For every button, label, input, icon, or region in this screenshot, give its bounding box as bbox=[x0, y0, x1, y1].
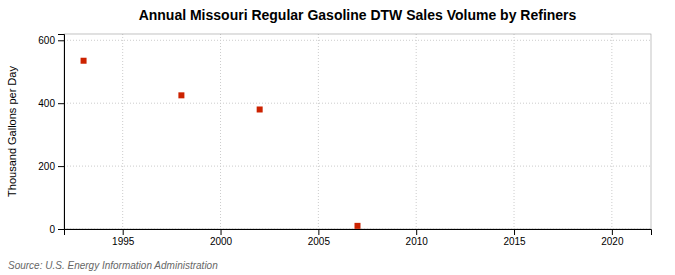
x-tick-mark bbox=[221, 229, 222, 235]
x-tick-mark bbox=[416, 229, 417, 235]
plot-frame bbox=[64, 34, 651, 229]
y-axis: 0 200 400 600 bbox=[38, 35, 64, 235]
title: Annual Missouri Regular Gasoline DTW Sal… bbox=[139, 7, 577, 23]
plot: 1995 2000 2005 2010 2015 2020 0 200 400 600 bbox=[38, 34, 651, 247]
grid-line-x bbox=[514, 34, 515, 229]
x-tick: 1995 bbox=[112, 229, 135, 247]
x-tick-label: 2015 bbox=[503, 236, 526, 247]
x-tick-label: 2000 bbox=[210, 236, 233, 247]
grid-line-x bbox=[220, 34, 221, 229]
point bbox=[257, 106, 263, 112]
points bbox=[81, 58, 361, 229]
y-tick-label: 200 bbox=[38, 161, 55, 172]
x-tick-mark bbox=[514, 229, 515, 235]
x-tick-label: 2020 bbox=[601, 236, 624, 247]
grid bbox=[64, 34, 651, 229]
x-axis: 1995 2000 2005 2010 2015 2020 bbox=[65, 229, 652, 247]
y-tick: 0 bbox=[49, 224, 64, 235]
y-tick-label: 600 bbox=[38, 35, 55, 46]
x-tick-label: 2005 bbox=[308, 236, 331, 247]
point bbox=[355, 223, 361, 229]
y-tick-mark bbox=[58, 166, 64, 167]
x-tick-mark bbox=[123, 229, 124, 235]
y-tick-label: 400 bbox=[38, 98, 55, 109]
y-tick-label: 0 bbox=[49, 224, 55, 235]
x-axis-line bbox=[65, 230, 652, 236]
x-tick-mark bbox=[318, 229, 319, 235]
chart: 1995 2000 2005 2010 2015 2020 0 200 400 600 Annual… bbox=[0, 0, 675, 275]
grid-line-y bbox=[64, 103, 651, 104]
x-tick-label: 2010 bbox=[406, 236, 429, 247]
y-tick: 400 bbox=[38, 98, 64, 109]
y-axis-label: Thousand Gallons per Day bbox=[6, 66, 18, 197]
source-note: Source: U.S. Energy Information Administ… bbox=[8, 260, 218, 271]
y-tick-mark bbox=[58, 103, 64, 104]
point bbox=[81, 58, 87, 64]
grid-line-x bbox=[416, 34, 417, 229]
x-tick-mark bbox=[612, 229, 613, 235]
grid-line-x bbox=[611, 34, 612, 229]
x-tick: 2010 bbox=[406, 229, 429, 247]
grid-line-x bbox=[318, 34, 319, 229]
y-axis-line bbox=[58, 35, 65, 230]
x-tick: 2020 bbox=[601, 229, 624, 247]
x-tick: 2005 bbox=[308, 229, 331, 247]
x-tick: 2000 bbox=[210, 229, 233, 247]
grid-line-y bbox=[64, 166, 651, 167]
y-tick-mark bbox=[58, 229, 64, 230]
x-tick: 2015 bbox=[503, 229, 526, 247]
y-tick: 200 bbox=[38, 161, 64, 172]
grid-line-y bbox=[64, 40, 651, 41]
y-tick-mark bbox=[58, 40, 64, 41]
grid-line-x bbox=[122, 34, 123, 229]
x-tick-label: 1995 bbox=[112, 236, 135, 247]
point bbox=[178, 92, 184, 98]
chart-container: 1995 2000 2005 2010 2015 2020 0 200 400 600 Annual… bbox=[0, 0, 675, 275]
y-tick: 600 bbox=[38, 35, 64, 46]
